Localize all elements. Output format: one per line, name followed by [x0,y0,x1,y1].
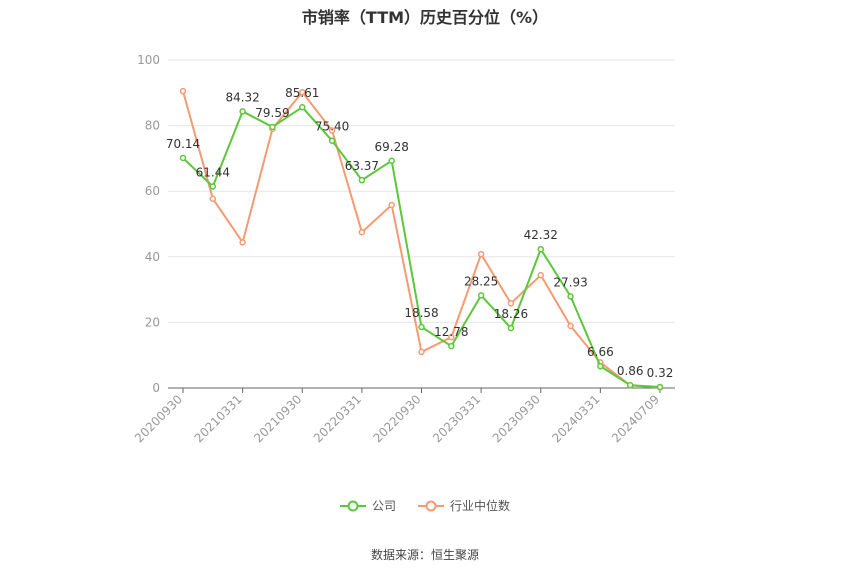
x-tick-label: 20210331 [192,392,245,445]
company-point [537,245,544,253]
data-label: 61.44 [196,165,230,179]
industry-point [388,201,395,209]
company-point [477,292,485,299]
industry-point [209,195,217,202]
data-label: 63.37 [345,159,379,173]
data-label: 84.32 [225,90,259,104]
y-tick-label: 40 [145,250,160,264]
industry-point [477,250,485,258]
data-label: 79.59 [255,106,289,120]
legend-company-label: 公司 [371,499,396,513]
y-tick-label: 80 [145,119,160,133]
y-tick-label: 60 [145,184,160,198]
legend-industry-label: 行业中位数 [450,499,511,513]
industry-point [567,322,574,330]
legend-company-marker [339,500,366,511]
data-label: 75.40 [315,120,349,134]
x-tick-label: 20220930 [371,392,424,445]
data-labels: 70.14 61.44 84.32 79.59 85.61 75.40 63.37 69.28… [166,86,674,380]
data-label: 12.78 [434,325,468,339]
legend-industry-marker [418,500,444,511]
company-point [656,383,664,391]
x-tick-label: 20200930 [132,392,185,445]
industry-point [418,348,425,356]
data-label: 18.58 [404,306,438,320]
industry-point [448,333,455,341]
company-point [567,293,574,300]
data-label: 6.66 [587,345,614,359]
x-tick-label: 20240709 [609,392,662,445]
y-tick-label: 100 [137,53,160,67]
industry-line [182,90,661,389]
industry-point [358,228,366,236]
data-label: 42.32 [524,228,558,242]
legend: 公司 行业中位数 [0,497,850,514]
company-point [388,157,395,165]
company-point [507,324,515,332]
x-tick-label: 20210930 [251,392,304,445]
data-label: 27.93 [553,275,587,289]
y-tick-label: 0 [152,381,160,395]
industry-point [299,88,306,96]
data-label: 28.25 [464,274,498,288]
industry-point [537,271,544,279]
series-lines [179,87,664,391]
company-point [299,103,306,111]
industry-point [179,87,187,95]
company-point [597,362,604,370]
y-tick-label: 20 [145,315,160,329]
company-point [269,123,276,131]
legend-item-industry[interactable]: 行业中位数 [418,497,510,514]
x-tick-label: 20230331 [430,392,483,445]
industry-point [239,239,246,246]
data-label: 85.61 [285,86,319,100]
data-label: 18.26 [494,307,528,321]
x-tick-label: 20220331 [311,392,364,445]
company-point [179,154,187,162]
data-label: 70.14 [166,137,200,151]
industry-point [507,300,515,307]
data-label: 69.28 [375,140,409,154]
chart-title: 市销率（TTM）历史百分位（%） [301,8,549,27]
data-label: 0.86 [617,364,644,378]
x-tick-label: 20230930 [490,392,543,445]
company-point [358,176,366,184]
company-point [328,137,336,144]
x-tick-label: 20240331 [549,392,602,445]
company-point [626,381,634,389]
company-point [209,183,217,190]
company-point [448,342,455,350]
company-point [239,108,246,115]
industry-point [328,127,336,134]
data-label: 0.32 [647,366,674,380]
company-point [418,323,425,331]
legend-item-company[interactable]: 公司 [339,497,396,514]
data-source: 数据来源：恒生聚源 [370,548,479,562]
